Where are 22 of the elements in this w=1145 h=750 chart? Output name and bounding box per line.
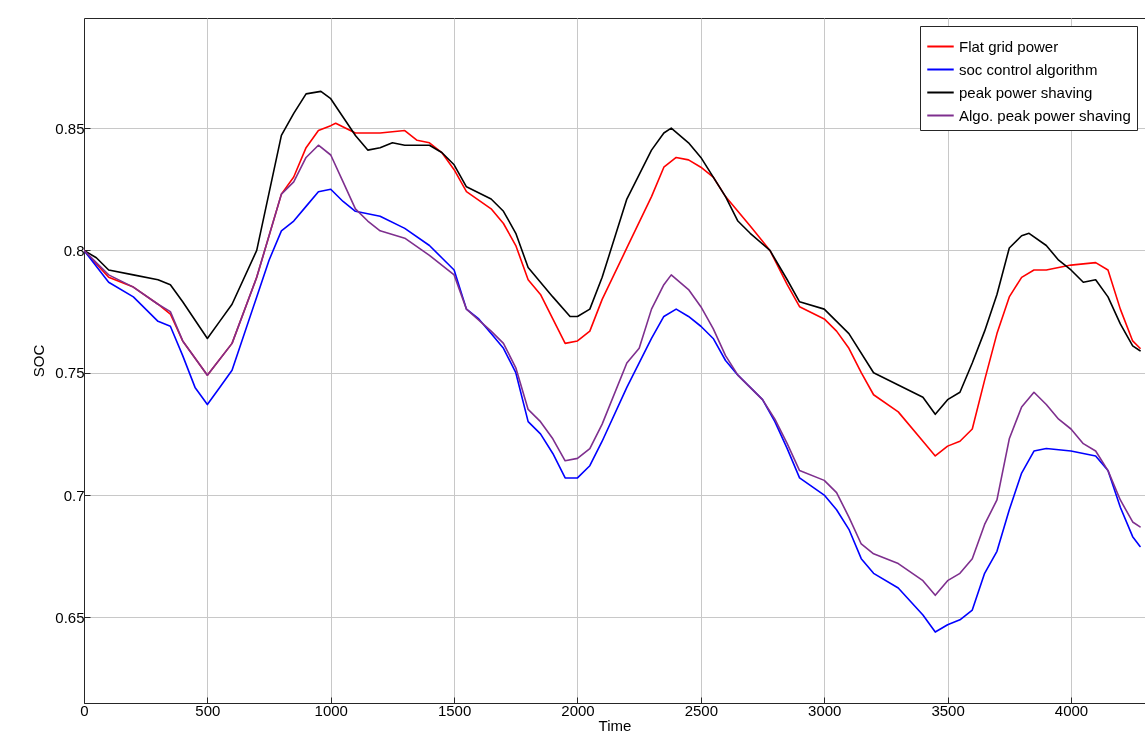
line-series [84,144,1141,597]
x-tick-label: 500 [195,701,221,719]
x-tick-label: 0 [80,701,89,719]
y-tick-label: 0.75 [55,364,85,382]
x-tick-label: 3500 [931,701,965,719]
y-tick-label: 0.65 [55,608,85,626]
legend-label: Algo. peak power shaving [959,106,1131,124]
legend-label: Flat grid power [959,37,1059,55]
x-tick-label: 1500 [437,701,472,719]
x-tick-label: 2000 [561,701,595,719]
y-tick-label: 0.8 [63,241,85,259]
x-tick-label: 4000 [1054,701,1089,719]
line-series [84,188,1141,633]
legend-label: soc control algorithm [959,60,1098,78]
legend-label: peak power shaving [959,83,1093,101]
x-tick-label: 3000 [808,701,842,719]
x-tick-label: 1000 [314,701,348,719]
x-tick-label: 2500 [684,701,719,719]
y-tick-label: 0.85 [55,119,85,137]
y-axis-title: SOC [30,344,48,378]
x-axis-title: Time [598,716,632,734]
y-tick-label: 0.7 [63,486,85,504]
